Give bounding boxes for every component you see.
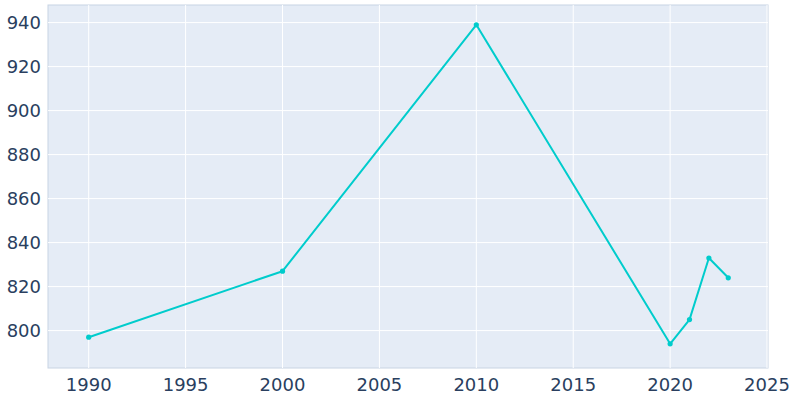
grid xyxy=(48,5,768,368)
y-tick-label: 860 xyxy=(7,188,41,209)
y-grid-line xyxy=(48,286,768,287)
x-grid-line xyxy=(379,5,380,368)
data-layer xyxy=(86,22,731,346)
x-grid-line xyxy=(767,5,768,368)
x-tick-label: 2010 xyxy=(453,374,499,395)
data-point xyxy=(687,317,692,322)
y-grid-line xyxy=(48,198,768,199)
data-point xyxy=(86,335,91,340)
x-grid-line xyxy=(670,5,671,368)
data-point xyxy=(726,275,731,280)
y-tick-label: 840 xyxy=(7,232,41,253)
y-tick-label: 920 xyxy=(7,56,41,77)
x-tick-label: 1995 xyxy=(163,374,209,395)
tick-labels: 1990 1995 2000 2005 2010 2015 2020 2025 800 820 84… xyxy=(7,12,790,395)
x-grid-line xyxy=(476,5,477,368)
plot-area xyxy=(48,5,768,368)
chart-container: 1990 1995 2000 2005 2010 2015 2020 2025 800 820 84… xyxy=(0,0,800,400)
y-tick-label: 940 xyxy=(7,12,41,33)
y-tick-label: 900 xyxy=(7,100,41,121)
y-grid-line xyxy=(48,66,768,67)
x-tick-label: 2015 xyxy=(550,374,596,395)
y-tick-label: 880 xyxy=(7,144,41,165)
data-line xyxy=(89,25,729,344)
x-grid-line xyxy=(185,5,186,368)
data-point xyxy=(668,341,673,346)
y-tick-label: 820 xyxy=(7,276,41,297)
y-grid-line xyxy=(48,330,768,331)
x-grid-line xyxy=(282,5,283,368)
y-grid-line xyxy=(48,154,768,155)
data-point xyxy=(706,255,711,260)
x-tick-label: 2025 xyxy=(744,374,790,395)
x-tick-label: 2000 xyxy=(260,374,306,395)
data-point xyxy=(474,22,479,27)
x-tick-label: 2020 xyxy=(647,374,693,395)
x-grid-line xyxy=(88,5,89,368)
y-grid-line xyxy=(48,22,768,23)
y-tick-label: 800 xyxy=(7,320,41,341)
x-tick-label: 1990 xyxy=(66,374,112,395)
data-point xyxy=(280,269,285,274)
y-grid-line xyxy=(48,242,768,243)
x-tick-label: 2005 xyxy=(357,374,403,395)
chart-svg: 1990 1995 2000 2005 2010 2015 2020 2025 800 820 84… xyxy=(0,0,800,400)
